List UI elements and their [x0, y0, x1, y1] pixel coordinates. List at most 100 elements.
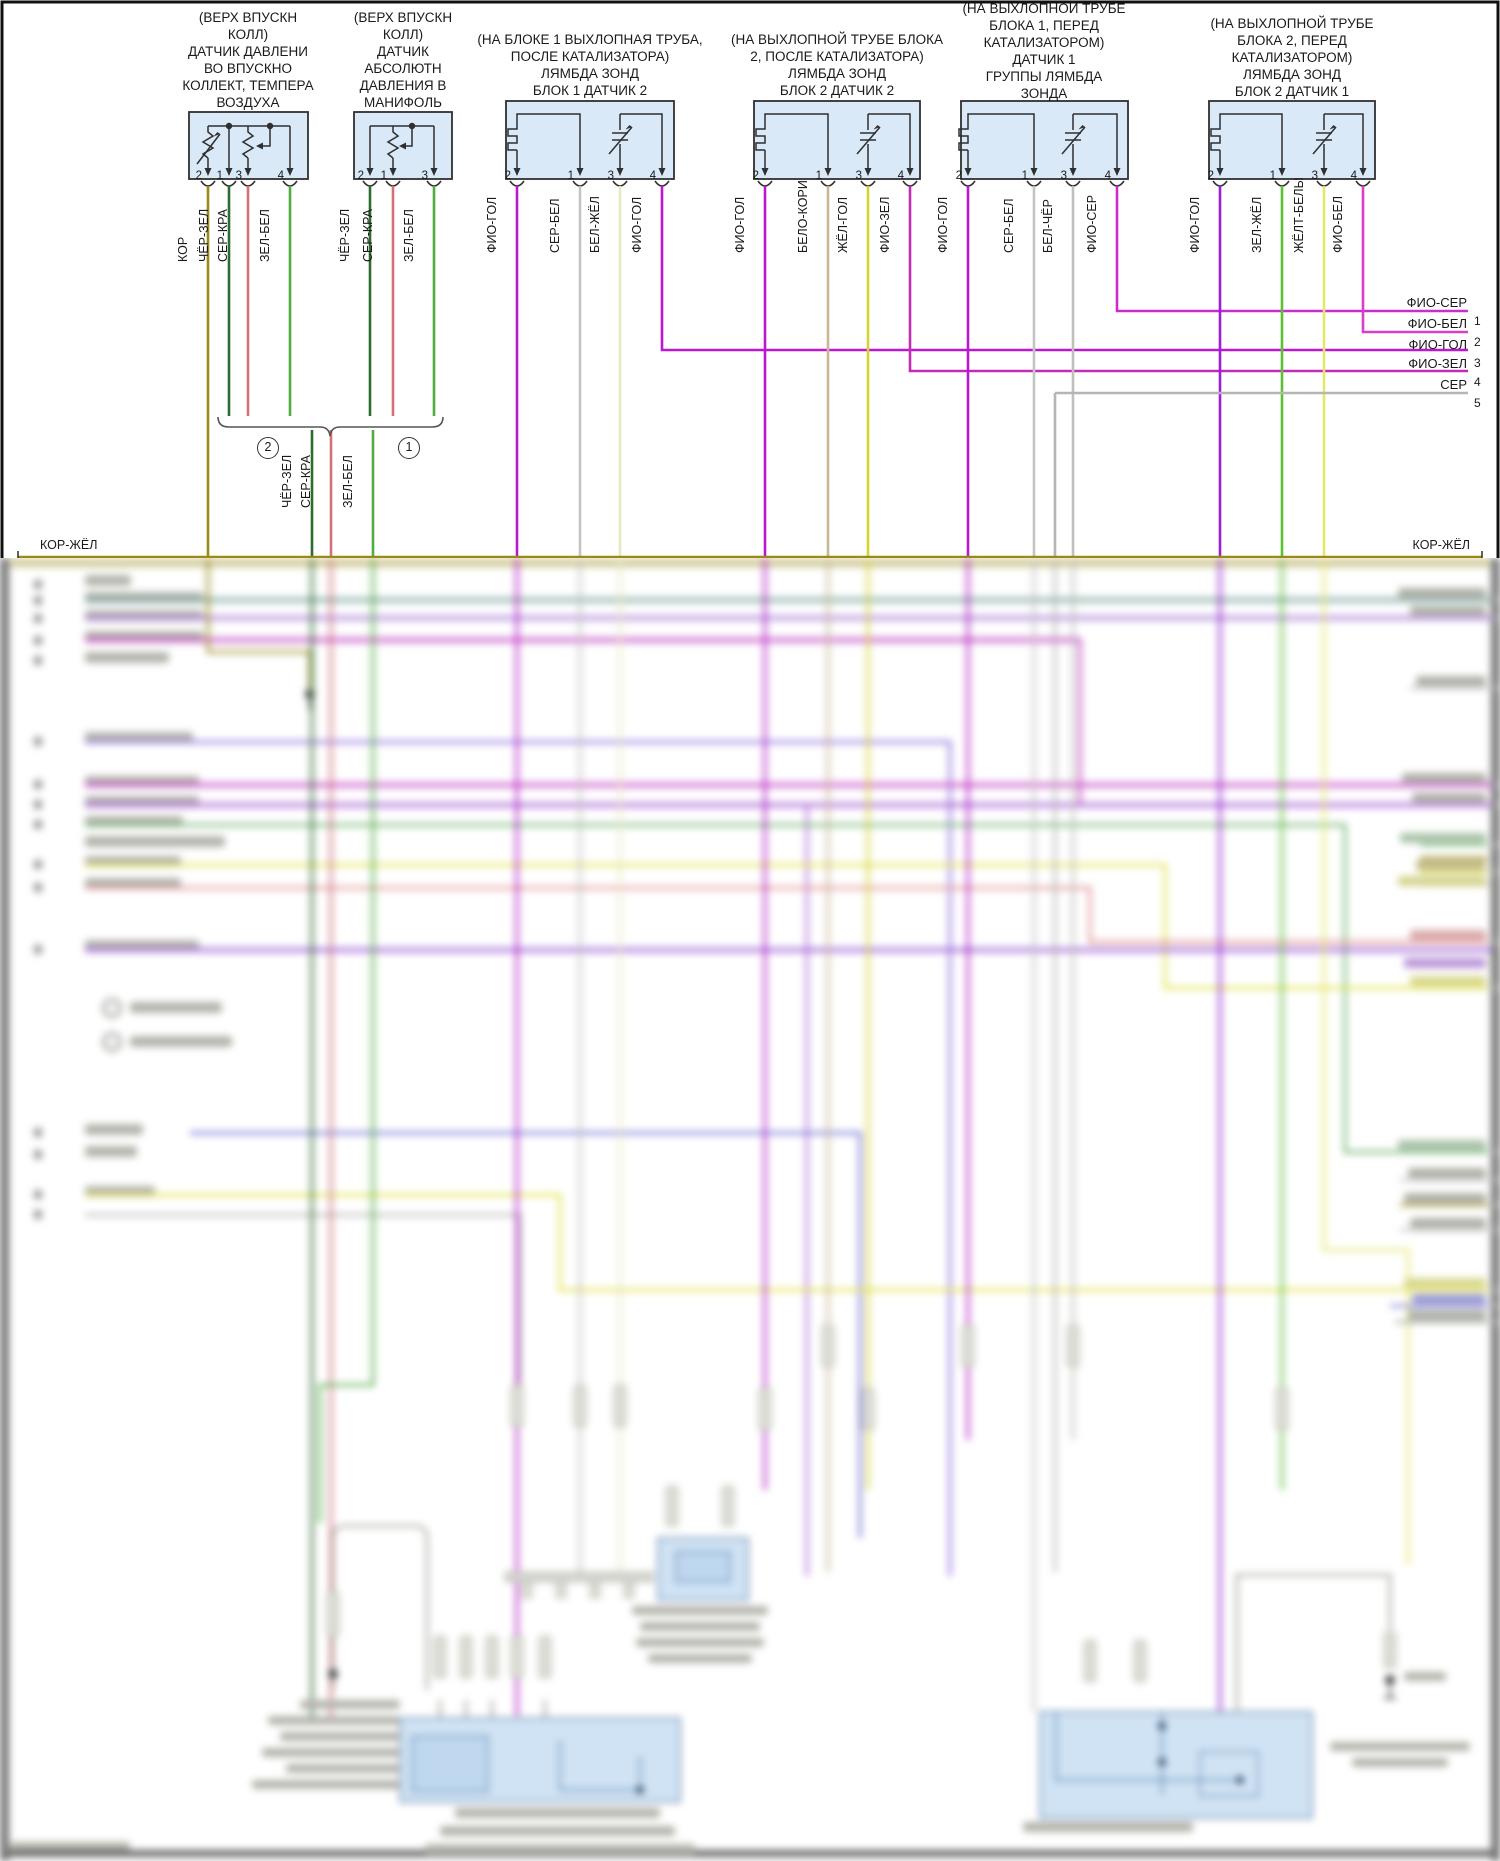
bus-label-4: ФИО-ЗЕЛ: [1408, 356, 1467, 371]
component-title-map-iat: (ВЕРХ ВПУСКН КОЛЛ) ДАТЧИК ДАВЛЕНИ ВО ВПУ…: [182, 10, 314, 110]
pin-number: 3: [421, 170, 428, 182]
pin-number: 3: [1060, 170, 1067, 182]
wire-label: ЖЁЛТ-БЕЛЫ: [1292, 177, 1306, 253]
wire-label: ЗЕЛ-ЖЁЛ: [1250, 196, 1264, 253]
pin-number: 4: [277, 170, 284, 182]
component-box-o2-b2s2: [753, 100, 921, 180]
wire-label-merged: СЕР-КРА: [299, 455, 313, 508]
wire-label: СЕР-КРА: [216, 209, 230, 262]
component-title-o2-b2s1: (НА ВЫХЛОПНОЙ ТРУБЕ БЛОКА 2, ПЕРЕД КАТАЛ…: [1210, 16, 1374, 99]
page-border-bottom-blur: [8, 1850, 1492, 1857]
wire-label: ФИО-БЕЛ: [1331, 195, 1345, 253]
bus-label-1: ФИО-СЕР: [1406, 295, 1467, 310]
pin-number: 1: [1021, 170, 1028, 182]
component-box-o2-b1s2: [505, 100, 675, 180]
pin-number: 2: [1207, 170, 1214, 182]
pin-number: 4: [1104, 170, 1111, 182]
bus-label-2: ФИО-БЕЛ: [1407, 316, 1467, 331]
horizontal-wire-runs: [85, 558, 1492, 1576]
wire-label: ФИО-ЗЕЛ: [878, 196, 892, 253]
wire-label: ФИО-СЕР: [1085, 194, 1099, 253]
pin-number: 1: [567, 170, 574, 182]
pin-number: 1: [216, 170, 223, 182]
wire-label: СЕР-БЕЛ: [548, 198, 562, 253]
bus-row-1: [1115, 186, 1468, 313]
legend-notes: [102, 998, 232, 1052]
mid-connector-bar: [504, 1571, 654, 1599]
bus-row-5: [1053, 391, 1468, 558]
right-ecm-box: [1023, 1711, 1313, 1832]
pin-number: 2: [357, 170, 364, 182]
page-border-left-blur: [0, 558, 9, 1861]
component-box-o2-b2s1: [1208, 100, 1376, 180]
right-ground-loop: [1235, 1573, 1470, 1767]
rail-label-left: КОР-ЖЁЛ: [40, 538, 98, 552]
wire-label: ЧЁР-ЗЕЛ: [338, 208, 352, 262]
bus-row-2: [1361, 186, 1468, 334]
pin-number: 2: [752, 170, 759, 182]
vertical-wire-continuations: [310, 558, 1410, 1716]
pin-number: 4: [1350, 170, 1357, 182]
wire-label: БЕЛ-ЧЁР: [1041, 199, 1055, 253]
wire-label: КОР: [176, 236, 190, 262]
inline-connector-tags: [433, 1324, 1289, 1683]
rail-label-right: КОР-ЖЁЛ: [1412, 538, 1470, 552]
component-title-o2-b1s1: (НА ВЫХЛОПНОЙ ТРУБЕ БЛОКА 1, ПЕРЕД КАТАЛ…: [962, 1, 1126, 101]
wire-label: ФИО-ГОЛ: [936, 196, 950, 253]
wire-label: ЖЁЛ-ГОЛ: [836, 196, 850, 253]
component-box-map-sensor: [353, 111, 453, 180]
wire-label: БЕЛ-ЖЁЛ: [588, 196, 602, 253]
bus-label-5: СЕР: [1440, 377, 1467, 392]
bus-pin-4: 4: [1474, 375, 1481, 389]
wire-label-merged: ЗЕЛ-БЕЛ: [341, 455, 355, 508]
junction-brace: [217, 416, 444, 437]
mid-component-box: [632, 1537, 768, 1663]
pin-number: 1: [815, 170, 822, 182]
right-connector-rows: [1390, 588, 1499, 1326]
bus-label-3: ФИО-ГОЛ: [1408, 337, 1467, 352]
wire-label: ФИО-ГОЛ: [1188, 196, 1202, 253]
pin-number: 3: [855, 170, 862, 182]
pin-number: 4: [649, 170, 656, 182]
pin-number: 3: [607, 170, 614, 182]
left-connector-rows: [34, 575, 225, 1219]
component-box-map-iat-sensor: [188, 111, 309, 180]
wire-label: ЗЕЛ-БЕЛ: [258, 209, 272, 262]
watermark: [10, 1842, 130, 1850]
page-border: [0, 0, 1500, 558]
schematic-top-canvas: [0, 0, 1500, 558]
pin-number: 2: [195, 170, 202, 182]
bus-pin-3: 3: [1474, 356, 1481, 370]
component-title-map: (ВЕРХ ВПУСКН КОЛЛ) ДАТЧИК АБСОЛЮТН ДАВЛЕ…: [353, 10, 453, 110]
blurred-lower-schematic: [0, 558, 1500, 1861]
wire-label: ФИО-ГОЛ: [630, 196, 644, 253]
wire-label: ФИО-ГОЛ: [733, 196, 747, 253]
component-title-o2-b2s2: (НА ВЫХЛОПНОЙ ТРУБЕ БЛОКА 2, ПОСЛЕ КАТАЛ…: [731, 32, 943, 98]
pin-number: 2: [504, 170, 511, 182]
wire-label-merged: ЧЁР-ЗЕЛ: [280, 454, 294, 508]
wire-label: СЕР-БЕЛ: [1002, 198, 1016, 253]
pin-number: 1: [380, 170, 387, 182]
bus-pin-5: 5: [1474, 396, 1481, 410]
wire-label: БЕЛО-КОРИ: [796, 180, 810, 253]
component-title-o2-b1s2: (НА БЛОКЕ 1 ВЫХЛОПНАЯ ТРУБА, ПОСЛЕ КАТАЛ…: [477, 32, 703, 98]
pin-number: 3: [1311, 170, 1318, 182]
component-box-o2-b1s1: [958, 100, 1129, 180]
bus-pin-2: 2: [1474, 335, 1481, 349]
connector-group-1-badge: 1: [398, 437, 420, 459]
page-border-right-blur: [1491, 558, 1500, 1861]
wire-label: ЧЁР-ЗЕЛ: [197, 208, 211, 262]
wire-label: ФИО-ГОЛ: [485, 196, 499, 253]
wire-label: ЗЕЛ-БЕЛ: [402, 209, 416, 262]
bus-pin-1: 1: [1474, 314, 1481, 328]
pin-number: 1: [1269, 170, 1276, 182]
pin-number: 4: [897, 170, 904, 182]
connector-group-2-badge: 2: [257, 437, 279, 459]
bus-row-3: [660, 186, 1468, 352]
left-splice-loop: [252, 1524, 429, 1789]
pin-number: 3: [235, 170, 242, 182]
wires-top: [17, 186, 1483, 558]
wire-label: СЕР-КРА: [361, 209, 375, 262]
left-ecm-box: [399, 1700, 695, 1854]
